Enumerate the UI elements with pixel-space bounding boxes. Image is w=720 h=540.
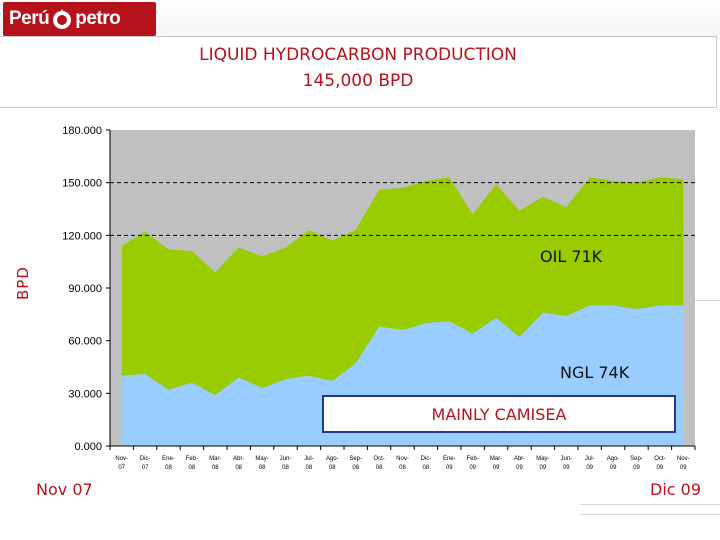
x-tick-label: Ene-09 xyxy=(443,456,456,471)
x-tick-label: Abr-08 xyxy=(233,456,244,471)
x-tick-label: Mar-08 xyxy=(209,456,221,471)
x-tick-label: Feb-09 xyxy=(467,456,479,471)
drop-icon xyxy=(51,8,73,30)
y-tick-label: 60.000 xyxy=(68,336,102,348)
x-tick-label: Jun-08 xyxy=(280,456,292,471)
y-tick-label: 90.000 xyxy=(68,283,102,295)
y-tick-label: 150.000 xyxy=(62,178,102,190)
x-tick-label: Jul-08 xyxy=(304,456,314,471)
x-tick-label: Ago-09 xyxy=(607,456,620,471)
oil-annotation: OIL 71K xyxy=(540,247,603,266)
y-tick-label: 120.000 xyxy=(62,230,102,242)
title-box: LIQUID HYDROCARBON PRODUCTION 145,000 BP… xyxy=(0,36,717,108)
x-tick-label: Nov-08 xyxy=(396,456,409,471)
chart-title: LIQUID HYDROCARBON PRODUCTION xyxy=(199,45,517,65)
x-tick-label: Sep-09 xyxy=(630,456,643,471)
decorative-line xyxy=(580,504,720,505)
y-tick-label: 30.000 xyxy=(68,388,102,400)
x-tick-label: Nov-09 xyxy=(677,456,690,471)
x-tick-label: Dic-07 xyxy=(140,456,151,471)
start-date-label: Nov 07 xyxy=(36,480,93,499)
x-tick-label: Jun-09 xyxy=(560,456,572,471)
y-tick-label: 180.000 xyxy=(62,125,102,137)
x-tick-label: May-08 xyxy=(255,456,268,471)
camisea-callout-text: MAINLY CAMISEA xyxy=(432,405,567,424)
x-tick-label: May-09 xyxy=(536,456,549,471)
peru-petro-logo: Perú petro xyxy=(3,2,156,36)
x-tick-label: Dic-08 xyxy=(421,456,432,471)
camisea-callout-box xyxy=(322,395,676,433)
x-tick-label: Nov-07 xyxy=(115,456,128,471)
ngl-annotation: NGL 74K xyxy=(560,363,630,382)
x-tick-label: Feb-08 xyxy=(186,456,198,471)
x-tick-label: Oct-09 xyxy=(654,456,665,471)
logo-text-petro: petro xyxy=(75,8,121,29)
x-tick-label: Oct-08 xyxy=(373,456,384,471)
x-tick-label: Mar-09 xyxy=(490,456,502,471)
x-tick-label: Jul-09 xyxy=(585,456,595,471)
decorative-line xyxy=(580,514,720,515)
end-date-label: Dic 09 xyxy=(650,480,702,499)
x-tick-label: Sep-08 xyxy=(349,456,362,471)
oil-area xyxy=(121,177,684,396)
chart-subtitle: 145,000 BPD xyxy=(302,71,414,91)
logo-text-peru: Perú xyxy=(9,8,50,29)
x-tick-label: Ene-08 xyxy=(162,456,175,471)
y-axis-label: BPD xyxy=(14,266,32,300)
y-tick-label: 0.000 xyxy=(74,441,102,453)
x-tick-label: Abr-09 xyxy=(514,456,525,471)
x-tick-label: Ago-08 xyxy=(326,456,339,471)
